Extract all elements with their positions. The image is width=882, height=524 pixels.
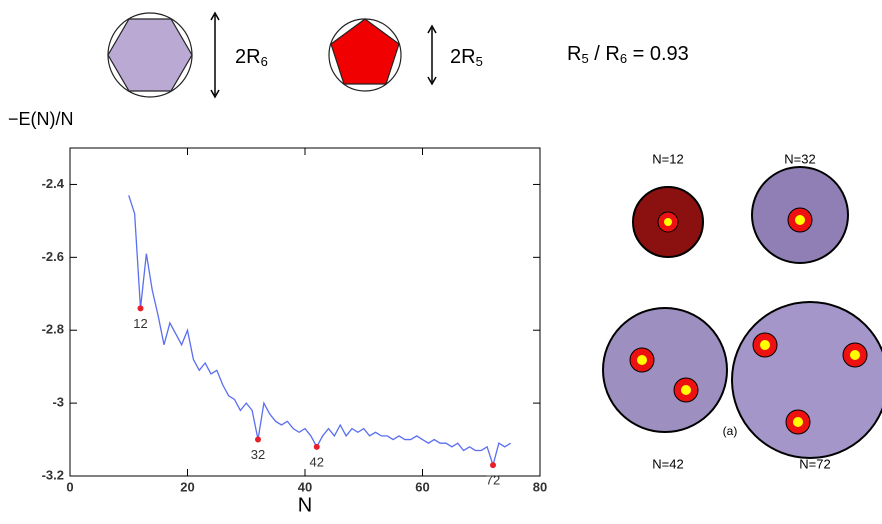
y-tick-label: -3.2: [42, 467, 64, 482]
pentagon-label: 2R5: [450, 46, 483, 69]
cluster-dot: [795, 215, 805, 225]
ratio-part: = 0.93: [627, 43, 689, 65]
minimum-marker: [138, 305, 144, 311]
cluster-dot: [850, 350, 860, 360]
ratio-sub: 6: [620, 51, 627, 66]
cluster-dot: [793, 417, 803, 427]
minimum-label: 42: [310, 454, 324, 469]
plot-frame: [70, 148, 540, 476]
cluster-label: N=32: [784, 151, 815, 166]
x-tick-label: 80: [533, 479, 547, 494]
ratio-sub: 5: [581, 51, 588, 66]
data-line: [129, 195, 511, 465]
x-tick-label: 40: [298, 479, 312, 494]
panel-label: (a): [723, 424, 738, 438]
figure: 2R6 2R5 R5 / R6 = 0.93 N=12 N=32 N=42 N=…: [0, 0, 882, 519]
cluster-dot: [681, 385, 691, 395]
hexagon-label: 2R6: [235, 46, 268, 69]
ratio-part: / R: [589, 43, 620, 65]
minimum-label: 12: [133, 316, 147, 331]
minimum-marker: [490, 462, 496, 468]
minimum-label: 32: [251, 447, 265, 462]
x-tick-label: 20: [180, 479, 194, 494]
x-tick-label: 0: [66, 479, 73, 494]
x-axis-label: N: [298, 494, 312, 516]
cluster-dot: [637, 355, 647, 365]
minimum-label: 72: [486, 473, 500, 488]
cluster-dot: [664, 218, 672, 226]
minimum-marker: [314, 444, 320, 450]
x-tick-label: 60: [415, 479, 429, 494]
minimum-marker: [255, 437, 261, 443]
cluster-label: N=72: [799, 456, 830, 471]
cluster-label: N=12: [652, 151, 683, 166]
y-tick-label: -2.8: [42, 322, 64, 337]
cluster-72: [732, 302, 882, 458]
y-axis-label: −E(N)/N: [8, 109, 74, 129]
cluster-42: [603, 308, 727, 432]
cluster-label: N=42: [652, 456, 683, 471]
cluster-dot: [760, 340, 770, 350]
ratio-part: R: [567, 43, 581, 65]
y-tick-label: -2.6: [42, 249, 64, 264]
y-tick-label: -2.4: [42, 176, 65, 191]
y-tick-label: -3: [52, 395, 64, 410]
cluster-illustrations: [603, 167, 882, 458]
ratio-label: R5 / R6 = 0.93: [567, 43, 689, 66]
